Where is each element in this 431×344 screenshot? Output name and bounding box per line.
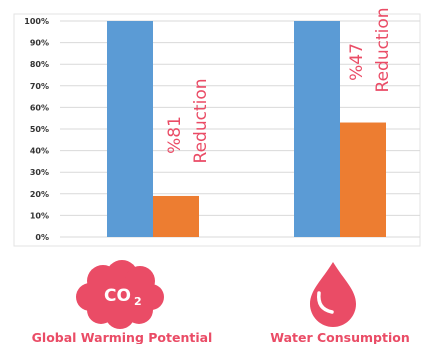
- annotation-water-text: Reduction: [373, 8, 393, 93]
- co2-cloud-icon: CO 2: [76, 260, 164, 329]
- group-label-gwp: Global Warming Potential: [32, 330, 213, 344]
- co2-icon-sub-text: 2: [134, 295, 142, 308]
- y-tick-label: 100%: [24, 17, 49, 26]
- y-tick-label: 40%: [30, 147, 49, 156]
- annotation-water-value: %47: [347, 43, 367, 81]
- bar-baseline: [107, 21, 153, 237]
- water-drop-icon: [310, 262, 356, 327]
- y-tick-label: 50%: [30, 125, 49, 134]
- y-tick-label: 70%: [30, 82, 49, 91]
- annotation-gwp-text: Reduction: [191, 79, 211, 164]
- y-tick-label: 30%: [30, 168, 49, 177]
- bar-reduced: [153, 195, 199, 237]
- y-tick-label: 80%: [30, 60, 49, 69]
- y-tick-label: 10%: [30, 211, 49, 220]
- y-tick-label: 20%: [30, 190, 49, 199]
- y-tick-label: 90%: [30, 39, 49, 48]
- plot-frame: [13, 13, 421, 247]
- y-tick-label: 0%: [35, 233, 49, 242]
- group-label-water: Water Consumption: [270, 330, 409, 344]
- bar-reduced: [340, 122, 386, 237]
- y-tick-label: 60%: [30, 103, 49, 112]
- bars: [107, 21, 386, 237]
- bar-baseline: [294, 21, 340, 237]
- annotation-gwp-value: %81: [165, 116, 185, 154]
- y-axis-ticks: 100% 90% 80% 70% 60% 50% 40% 30% 20% 10% 0%: [24, 17, 49, 242]
- co2-icon-main-text: CO: [104, 286, 131, 306]
